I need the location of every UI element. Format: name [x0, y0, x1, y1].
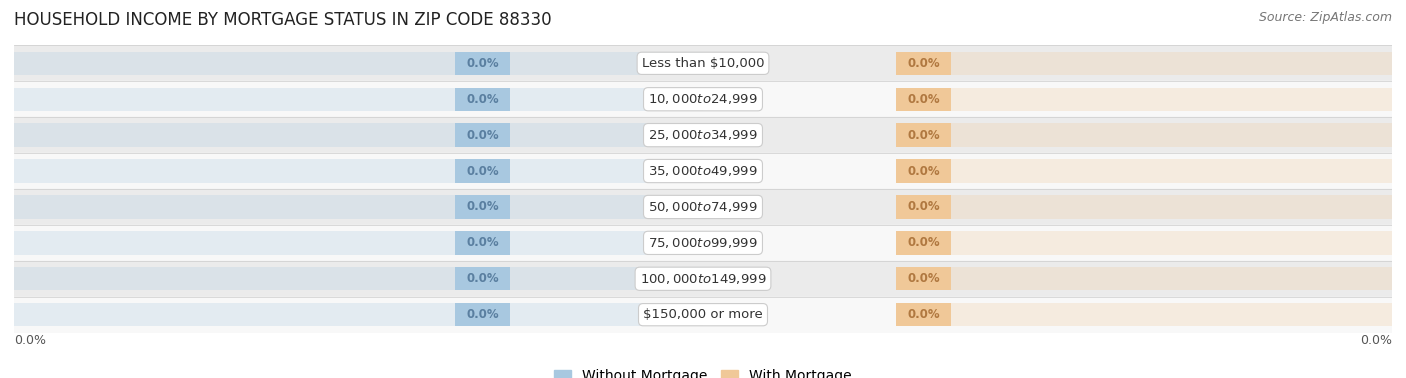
Text: 0.0%: 0.0% [907, 93, 939, 106]
Bar [14, 124, 703, 147]
Text: 0.0%: 0.0% [907, 129, 939, 142]
Text: 0.0%: 0.0% [907, 308, 939, 321]
Bar [14, 189, 1392, 225]
Text: $35,000 to $49,999: $35,000 to $49,999 [648, 164, 758, 178]
Text: 0.0%: 0.0% [467, 57, 499, 70]
Bar [456, 231, 510, 254]
Text: 0.0%: 0.0% [14, 335, 46, 347]
Bar [896, 52, 950, 75]
Bar [950, 267, 1392, 290]
Bar [896, 160, 950, 183]
Bar [456, 124, 510, 147]
Text: Less than $10,000: Less than $10,000 [641, 57, 765, 70]
Bar [456, 267, 510, 290]
Text: 0.0%: 0.0% [467, 164, 499, 178]
Text: 0.0%: 0.0% [907, 236, 939, 249]
Text: 0.0%: 0.0% [907, 57, 939, 70]
Bar [14, 52, 703, 75]
Text: Source: ZipAtlas.com: Source: ZipAtlas.com [1258, 11, 1392, 24]
Bar [896, 88, 950, 111]
Text: $50,000 to $74,999: $50,000 to $74,999 [648, 200, 758, 214]
Bar [14, 231, 703, 254]
Bar [950, 160, 1392, 183]
Text: $25,000 to $34,999: $25,000 to $34,999 [648, 128, 758, 142]
Text: 0.0%: 0.0% [907, 272, 939, 285]
Text: 0.0%: 0.0% [467, 236, 499, 249]
Text: $75,000 to $99,999: $75,000 to $99,999 [648, 236, 758, 250]
Text: 0.0%: 0.0% [467, 272, 499, 285]
Bar [950, 303, 1392, 326]
Bar [456, 88, 510, 111]
Text: 0.0%: 0.0% [1360, 335, 1392, 347]
Bar [456, 160, 510, 183]
Bar [950, 88, 1392, 111]
Bar [950, 231, 1392, 254]
Text: 0.0%: 0.0% [467, 308, 499, 321]
Text: $10,000 to $24,999: $10,000 to $24,999 [648, 92, 758, 106]
Legend: Without Mortgage, With Mortgage: Without Mortgage, With Mortgage [548, 364, 858, 378]
Bar [14, 45, 1392, 81]
Text: 0.0%: 0.0% [907, 200, 939, 214]
Bar [14, 297, 1392, 333]
Bar [950, 195, 1392, 218]
Bar [14, 88, 703, 111]
Bar [14, 153, 1392, 189]
Text: 0.0%: 0.0% [467, 93, 499, 106]
Bar [950, 52, 1392, 75]
Bar [14, 267, 703, 290]
Bar [950, 124, 1392, 147]
Bar [456, 195, 510, 218]
Text: 0.0%: 0.0% [907, 164, 939, 178]
Bar [14, 261, 1392, 297]
Text: 0.0%: 0.0% [467, 200, 499, 214]
Bar [896, 124, 950, 147]
Bar [14, 117, 1392, 153]
Text: 0.0%: 0.0% [467, 129, 499, 142]
Text: HOUSEHOLD INCOME BY MORTGAGE STATUS IN ZIP CODE 88330: HOUSEHOLD INCOME BY MORTGAGE STATUS IN Z… [14, 11, 551, 29]
Text: $150,000 or more: $150,000 or more [643, 308, 763, 321]
Bar [14, 225, 1392, 261]
Bar [896, 267, 950, 290]
Bar [456, 52, 510, 75]
Bar [896, 303, 950, 326]
Bar [456, 303, 510, 326]
Text: $100,000 to $149,999: $100,000 to $149,999 [640, 272, 766, 286]
Bar [14, 160, 703, 183]
Bar [14, 81, 1392, 117]
Bar [14, 303, 703, 326]
Bar [14, 195, 703, 218]
Bar [896, 195, 950, 218]
Bar [896, 231, 950, 254]
